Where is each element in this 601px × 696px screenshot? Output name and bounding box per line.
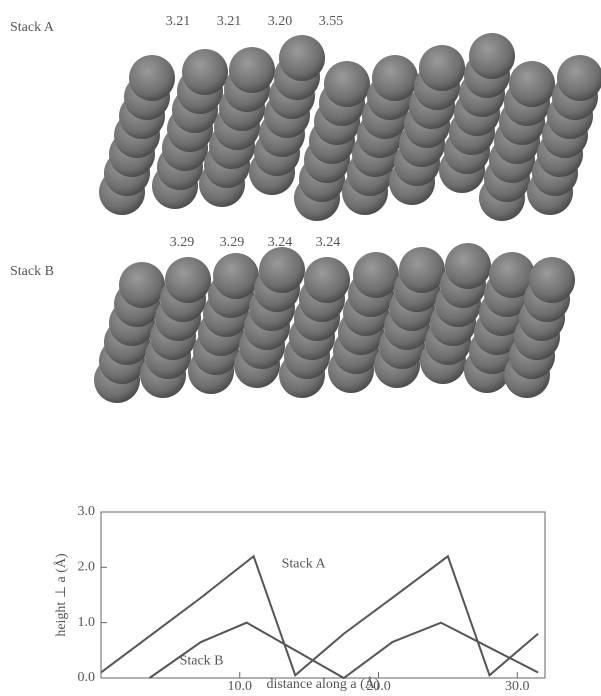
atom xyxy=(213,253,259,299)
atom xyxy=(557,55,601,101)
y-tick-label: 3.0 xyxy=(78,504,96,519)
page: {"stack_a": {"label": "Stack A", "distan… xyxy=(0,0,601,696)
series-label: Stack B xyxy=(180,654,224,669)
atom xyxy=(469,33,515,79)
distance-label: 3.55 xyxy=(319,14,344,29)
y-axis-label: height ⊥ a (Å) xyxy=(53,553,69,637)
x-tick-label: 10.0 xyxy=(228,679,253,691)
atom xyxy=(419,45,465,91)
distance-label: 3.20 xyxy=(268,14,293,29)
y-tick-label: 0.0 xyxy=(78,670,96,685)
atom xyxy=(165,257,211,303)
atom xyxy=(324,61,370,107)
atom xyxy=(279,35,325,81)
y-tick-label: 2.0 xyxy=(78,560,96,575)
atom xyxy=(509,61,555,107)
atom xyxy=(229,47,275,93)
distance-label: 3.24 xyxy=(316,235,341,250)
x-tick-label: 30.0 xyxy=(505,679,530,691)
atom xyxy=(445,243,491,289)
stack-a-label: Stack A xyxy=(10,20,55,35)
atom xyxy=(119,262,165,308)
plot-frame xyxy=(101,512,545,678)
atom xyxy=(529,257,575,303)
figure: Stack A Stack B 3.21 3.21 3.20 3.55 3.29… xyxy=(0,0,601,691)
y-tick-label: 1.0 xyxy=(78,615,96,630)
x-axis-label: distance along a (Å) xyxy=(266,676,379,691)
line xyxy=(101,556,538,675)
distance-label: 3.21 xyxy=(217,14,242,29)
atom xyxy=(182,49,228,95)
distance-label: 3.29 xyxy=(220,235,245,250)
series-label: Stack A xyxy=(282,556,327,571)
atom xyxy=(259,247,305,293)
stack-b-label: Stack B xyxy=(10,264,54,279)
distance-label: 3.24 xyxy=(268,235,293,250)
atom xyxy=(372,55,418,101)
distance-label: 3.21 xyxy=(166,14,191,29)
atom xyxy=(353,252,399,298)
atom xyxy=(129,55,175,101)
atom xyxy=(399,247,445,293)
distance-label: 3.29 xyxy=(170,235,195,250)
atom xyxy=(304,257,350,303)
